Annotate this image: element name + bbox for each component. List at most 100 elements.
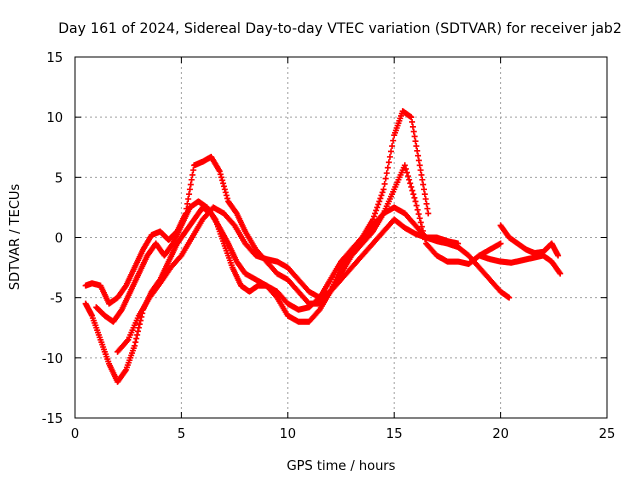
axis-ticks: 0 5 10 15 20 25 -15 -10 -5 0 5 10 15: [42, 51, 616, 442]
data-point: [419, 176, 426, 183]
data-point: [409, 187, 416, 194]
data-point: [377, 195, 384, 202]
y-tick-label: 15: [46, 51, 63, 66]
data-point: [408, 183, 415, 190]
data-point: [417, 219, 424, 226]
data-point: [217, 171, 224, 178]
series-arc-4: [114, 204, 462, 355]
data-point: [423, 200, 430, 207]
data-point: [411, 133, 418, 140]
data-point: [420, 181, 427, 188]
data-point: [222, 189, 229, 196]
x-tick-label: 20: [492, 427, 509, 442]
data-point: [407, 180, 414, 187]
data-point: [419, 227, 426, 234]
data-point: [416, 162, 423, 169]
data-point: [383, 170, 390, 177]
data-point: [134, 328, 141, 335]
y-tick-label: 0: [55, 232, 63, 247]
data-point: [132, 339, 139, 346]
data-point: [506, 294, 513, 301]
data-point: [134, 331, 141, 338]
y-tick-label: 10: [46, 111, 63, 126]
data-point: [189, 171, 196, 178]
series-arc-3: [93, 108, 432, 325]
data-point: [415, 211, 422, 218]
y-axis-label: SDTVAR / TECUs: [8, 184, 23, 291]
data-point: [555, 252, 562, 259]
x-tick-label: 10: [280, 427, 297, 442]
data-point: [417, 167, 424, 174]
data-point: [420, 186, 427, 193]
x-tick-label: 15: [386, 427, 403, 442]
series-arc-2: [82, 153, 504, 307]
y-tick-label: 5: [55, 171, 63, 186]
data-point: [557, 270, 564, 277]
data-point: [401, 162, 408, 169]
data-point: [418, 223, 425, 230]
data-point: [402, 165, 409, 172]
data-point: [403, 169, 410, 176]
data-point: [376, 198, 383, 205]
data-point: [414, 206, 421, 213]
data-point: [133, 335, 140, 342]
data-point: [455, 240, 462, 247]
data-point: [223, 192, 230, 199]
data-point: [373, 207, 380, 214]
data-point: [389, 143, 396, 150]
data-point: [409, 123, 416, 130]
x-tick-label: 25: [599, 427, 616, 442]
data-point: [378, 192, 385, 199]
data-point: [370, 213, 377, 220]
data-point: [220, 180, 227, 187]
data-point: [131, 342, 138, 349]
data-point: [218, 174, 225, 181]
data-point: [412, 198, 419, 205]
data-point: [414, 147, 421, 154]
data-point: [406, 176, 413, 183]
data-point: [415, 152, 422, 159]
series-arc-5: [476, 252, 564, 277]
data-point: [374, 204, 381, 211]
data-point: [224, 195, 231, 202]
data-point: [219, 177, 226, 184]
data-point: [136, 321, 143, 328]
data-point: [380, 186, 387, 193]
data-point: [390, 137, 397, 144]
x-axis-label: GPS time / hours: [287, 459, 396, 474]
data-point: [384, 164, 391, 171]
data-point: [379, 189, 386, 196]
data-point: [421, 191, 428, 198]
data-point: [413, 143, 420, 150]
data-point: [497, 240, 504, 247]
data-point: [186, 191, 193, 198]
data-point: [220, 183, 227, 190]
data-point: [184, 200, 191, 207]
y-tick-label: -5: [50, 292, 63, 307]
data-point: [190, 167, 197, 174]
data-point: [413, 202, 420, 209]
data-point: [385, 159, 392, 166]
data-point: [411, 194, 418, 201]
y-tick-label: -15: [42, 412, 63, 427]
data-point: [372, 210, 379, 217]
data-point: [410, 191, 417, 198]
x-tick-label: 0: [71, 427, 79, 442]
data-point: [221, 186, 228, 193]
data-point: [187, 181, 194, 188]
series-arc-6: [497, 222, 562, 259]
data-point: [375, 201, 382, 208]
data-point: [418, 171, 425, 178]
data-point: [405, 173, 412, 180]
data-point: [185, 195, 192, 202]
data-point: [408, 114, 415, 121]
data-point: [422, 195, 429, 202]
data-point: [386, 153, 393, 160]
chart-title: Day 161 of 2024, Sidereal Day-to-day VTE…: [58, 21, 621, 37]
data-point: [188, 176, 195, 183]
data-point: [186, 186, 193, 193]
data-point: [425, 210, 432, 217]
data-point: [388, 148, 395, 155]
data-point: [382, 175, 389, 182]
